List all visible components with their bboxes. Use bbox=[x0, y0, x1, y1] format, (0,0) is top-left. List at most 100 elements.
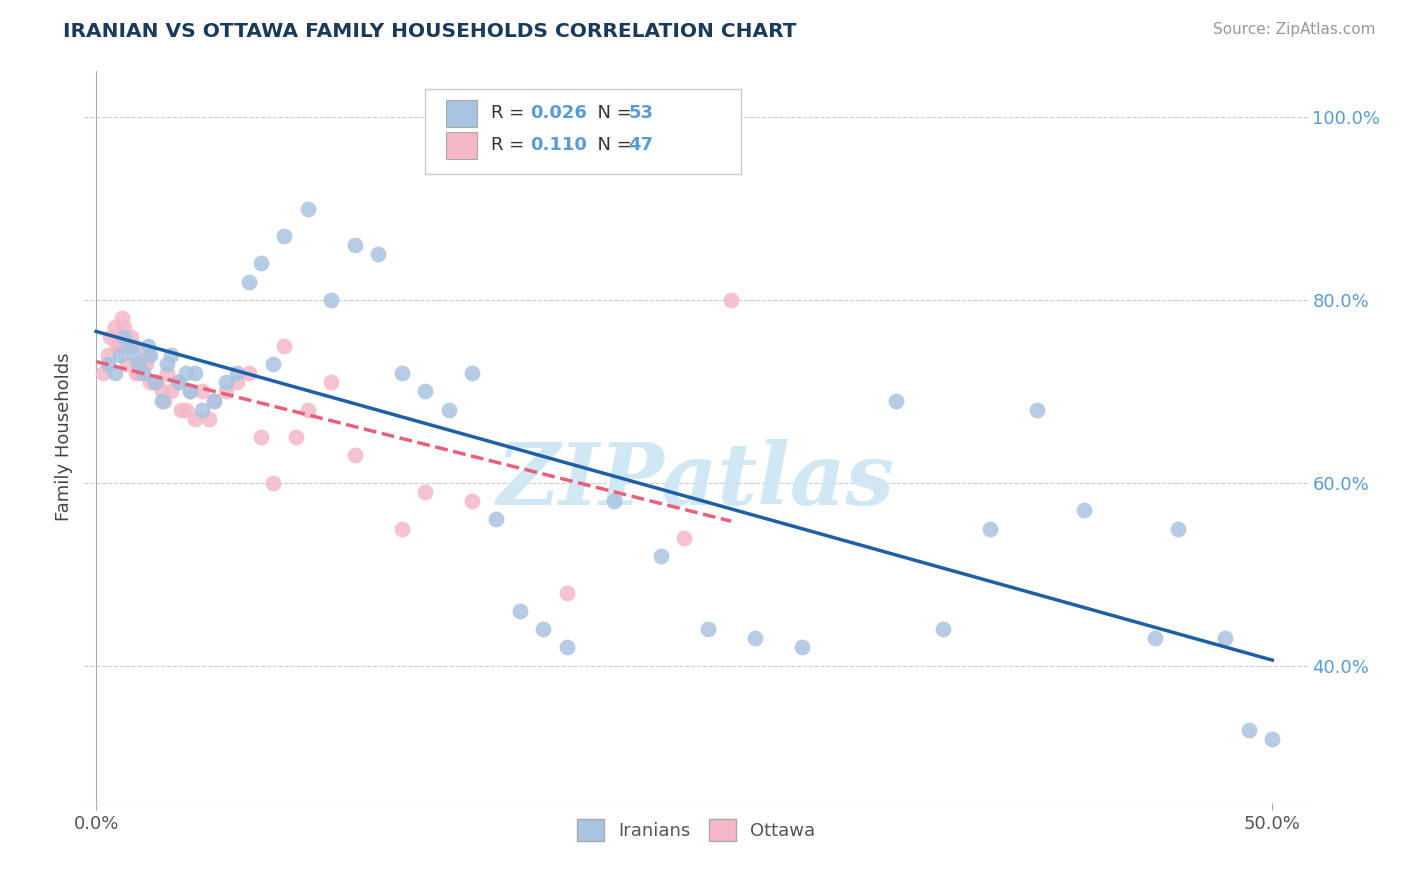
Point bbox=[1143, 632, 1166, 646]
Point bbox=[696, 622, 718, 636]
Text: R =: R = bbox=[491, 136, 536, 154]
Point bbox=[720, 293, 742, 307]
Point bbox=[249, 256, 271, 270]
Point bbox=[343, 449, 366, 463]
Point bbox=[139, 376, 162, 390]
Point bbox=[122, 339, 145, 353]
Point bbox=[174, 366, 197, 380]
Point bbox=[184, 366, 207, 380]
Point bbox=[104, 320, 127, 334]
Point bbox=[104, 366, 127, 380]
Text: 0.026: 0.026 bbox=[530, 104, 586, 122]
Point bbox=[135, 357, 157, 371]
Text: Source: ZipAtlas.com: Source: ZipAtlas.com bbox=[1212, 22, 1375, 37]
Point bbox=[461, 366, 484, 380]
Point bbox=[112, 329, 135, 343]
Point bbox=[932, 622, 955, 636]
Point bbox=[136, 348, 159, 362]
Point bbox=[160, 348, 183, 362]
Point bbox=[285, 430, 308, 444]
Point bbox=[485, 512, 508, 526]
Point bbox=[238, 366, 260, 380]
Text: IRANIAN VS OTTAWA FAMILY HOUSEHOLDS CORRELATION CHART: IRANIAN VS OTTAWA FAMILY HOUSEHOLDS CORR… bbox=[63, 22, 797, 41]
Point bbox=[555, 640, 578, 655]
Point bbox=[321, 293, 343, 307]
Legend: Iranians, Ottawa: Iranians, Ottawa bbox=[569, 812, 823, 848]
Point bbox=[555, 585, 578, 599]
Point bbox=[108, 348, 131, 362]
Point bbox=[150, 393, 173, 408]
Point bbox=[262, 475, 284, 490]
Point bbox=[132, 357, 155, 371]
Text: N =: N = bbox=[586, 136, 638, 154]
Point bbox=[273, 339, 295, 353]
Point bbox=[112, 320, 135, 334]
Text: 0.110: 0.110 bbox=[530, 136, 586, 154]
Point bbox=[98, 329, 121, 343]
Point bbox=[153, 393, 176, 408]
Point bbox=[1261, 731, 1284, 746]
Point bbox=[531, 622, 554, 636]
Point bbox=[108, 339, 131, 353]
Point bbox=[461, 494, 484, 508]
Point bbox=[226, 366, 249, 380]
Point bbox=[136, 339, 159, 353]
Point bbox=[143, 376, 166, 390]
Point bbox=[343, 238, 366, 252]
Point bbox=[249, 430, 271, 444]
Point bbox=[167, 376, 190, 390]
Point bbox=[170, 402, 193, 417]
Point bbox=[321, 376, 343, 390]
Text: N =: N = bbox=[586, 104, 638, 122]
Point bbox=[120, 329, 142, 343]
Point bbox=[238, 275, 260, 289]
Point bbox=[226, 376, 249, 390]
Point bbox=[191, 402, 214, 417]
Point bbox=[297, 202, 319, 216]
Point bbox=[979, 521, 1001, 535]
Point bbox=[509, 604, 531, 618]
Point bbox=[156, 357, 179, 371]
Point bbox=[132, 366, 155, 380]
Point bbox=[125, 366, 148, 380]
Point bbox=[214, 384, 236, 399]
Point bbox=[179, 384, 201, 399]
Point bbox=[673, 531, 696, 545]
Point bbox=[202, 393, 225, 408]
Point bbox=[97, 357, 120, 371]
Point bbox=[198, 412, 221, 426]
Point bbox=[1026, 402, 1049, 417]
Point bbox=[111, 311, 134, 326]
Point bbox=[1073, 503, 1095, 517]
Point bbox=[150, 384, 173, 399]
Point bbox=[91, 366, 114, 380]
Point bbox=[297, 402, 319, 417]
Point bbox=[160, 384, 183, 399]
Text: ZIPatlas: ZIPatlas bbox=[496, 439, 896, 523]
Y-axis label: Family Households: Family Households bbox=[55, 353, 73, 521]
Point bbox=[105, 339, 128, 353]
Point bbox=[415, 384, 437, 399]
Point bbox=[650, 549, 672, 563]
Point bbox=[744, 632, 766, 646]
Point bbox=[184, 412, 207, 426]
Point bbox=[202, 393, 225, 408]
Text: 53: 53 bbox=[628, 104, 654, 122]
Point bbox=[214, 376, 236, 390]
Point bbox=[437, 402, 460, 417]
Point bbox=[262, 357, 284, 371]
Point bbox=[1167, 521, 1189, 535]
Point bbox=[790, 640, 813, 655]
Text: 47: 47 bbox=[628, 136, 654, 154]
Point bbox=[1237, 723, 1260, 737]
Point bbox=[179, 384, 201, 399]
Text: R =: R = bbox=[491, 104, 530, 122]
Point bbox=[602, 494, 624, 508]
Point bbox=[146, 376, 169, 390]
Point bbox=[174, 402, 197, 417]
Point bbox=[127, 357, 149, 371]
Point bbox=[367, 247, 389, 261]
Point bbox=[191, 384, 214, 399]
Point bbox=[884, 393, 907, 408]
Point bbox=[167, 376, 190, 390]
